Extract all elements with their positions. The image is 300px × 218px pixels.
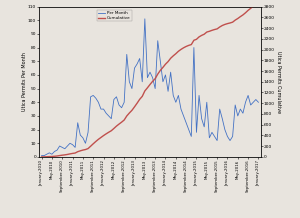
Per Month xyxy=(40,154,44,157)
Line: Cumulative: Cumulative xyxy=(42,2,258,157)
Cumulative xyxy=(76,150,80,153)
Cumulative xyxy=(104,133,108,135)
Cumulative xyxy=(244,12,247,14)
Line: Per Month: Per Month xyxy=(42,19,258,156)
Cumulative xyxy=(148,83,152,86)
Cumulative xyxy=(107,131,110,134)
Per Month xyxy=(151,76,154,79)
Legend: Per Month, Cumulative: Per Month, Cumulative xyxy=(97,10,132,21)
Per Month xyxy=(76,121,80,124)
Y-axis label: Utica Permits Per Month: Utica Permits Per Month xyxy=(22,52,27,111)
Per Month xyxy=(104,112,108,114)
Per Month xyxy=(115,95,118,98)
Per Month xyxy=(246,94,250,97)
Per Month xyxy=(107,115,110,117)
Cumulative xyxy=(256,0,260,3)
Per Month xyxy=(256,101,260,104)
Per Month xyxy=(143,17,147,20)
Cumulative xyxy=(115,125,118,128)
Cumulative xyxy=(40,156,44,158)
Y-axis label: Utica Permits Cumulative: Utica Permits Cumulative xyxy=(276,51,281,113)
